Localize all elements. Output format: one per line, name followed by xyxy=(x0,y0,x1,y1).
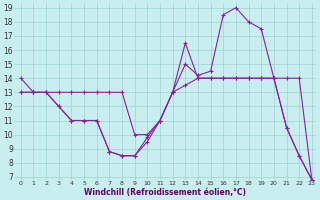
X-axis label: Windchill (Refroidissement éolien,°C): Windchill (Refroidissement éolien,°C) xyxy=(84,188,246,197)
